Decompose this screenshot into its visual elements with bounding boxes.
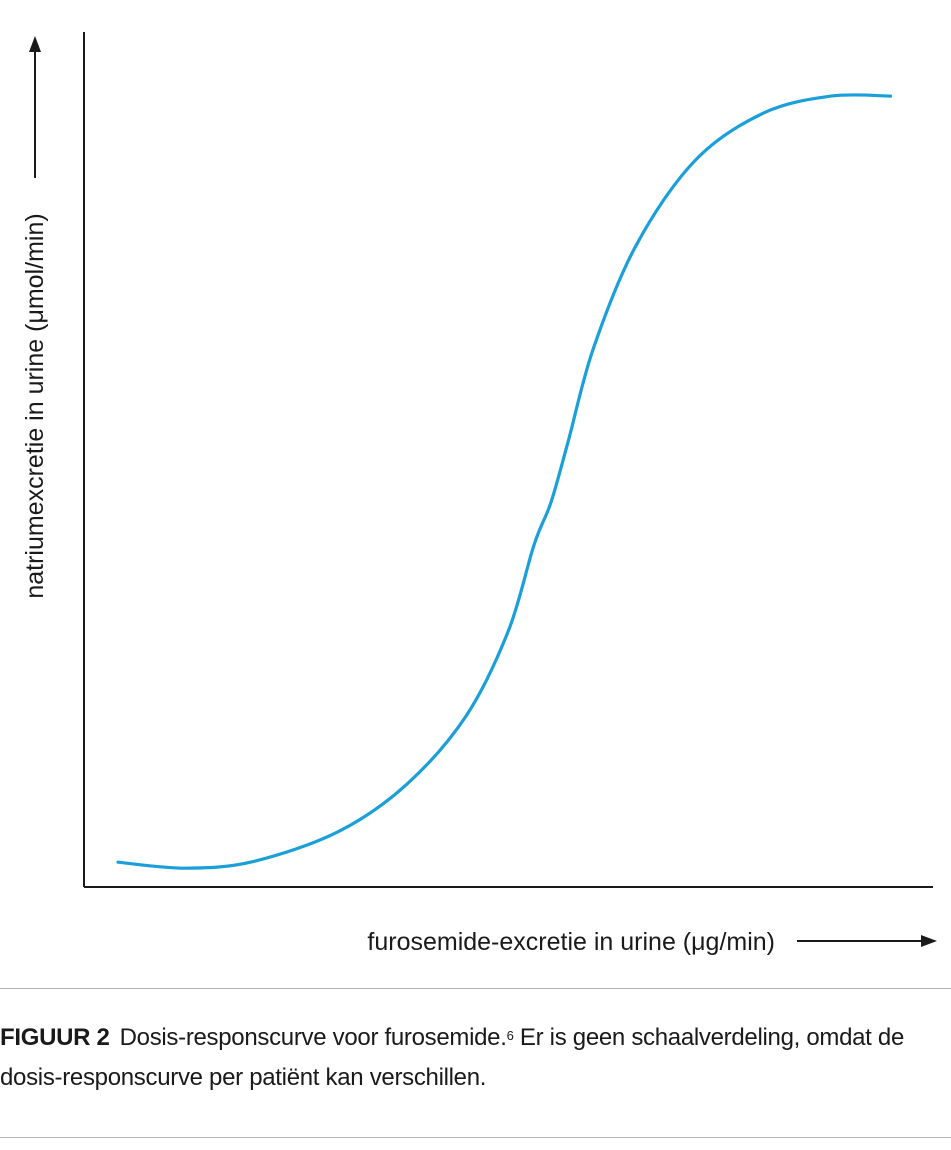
figure-caption: FIGUUR 2 Dosis-responscurve voor furosemi… [0, 1018, 940, 1098]
reference-number: 6 [506, 1028, 514, 1043]
caption-divider-top [0, 988, 951, 989]
caption-text-part-1: Dosis-responscurve voor furosemide. [119, 1024, 507, 1051]
y-axis-label: natriumexcretie in urine (μmol/min) [21, 213, 49, 598]
x-axis-arrow [797, 935, 937, 947]
caption-divider-bottom [0, 1137, 951, 1138]
x-axis-label: furosemide-excretie in urine (μg/min) [367, 928, 775, 956]
dose-response-curve [116, 93, 893, 870]
figure-label: FIGUUR 2 [0, 1024, 110, 1051]
caption-text-part-2: Er is geen schaalverdeling, omdat de dos… [0, 1024, 905, 1091]
dose-response-chart: natriumexcretie in urine (μmol/min) furo… [21, 32, 937, 956]
y-axis-arrow [29, 36, 41, 178]
